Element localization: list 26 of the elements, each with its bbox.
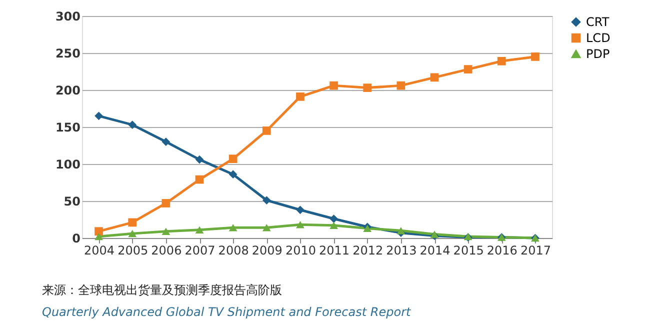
x-tick-label: 2010 [285,244,316,258]
x-tick-label: 2009 [252,244,282,258]
x-tick-label: 2017 [520,244,551,258]
y-tick-label: 150 [55,120,80,134]
x-tick-label: 2004 [84,244,115,258]
legend-label: PDP [586,47,610,61]
x-tick-label: 2013 [386,244,417,258]
y-tick-label: 300 [55,10,80,24]
legend-label: LCD [586,31,610,45]
x-tick-label: 2012 [352,244,384,258]
y-tick-label: 50 [64,194,80,208]
y-tick-label: 200 [55,84,80,98]
x-tick-label: 2006 [151,244,182,258]
y-tick-label: 250 [55,46,80,60]
x-tick-label: 2007 [184,244,216,258]
source-note: 来源：全球电视出货量及预测季度报告高阶版 [42,283,282,297]
x-tick-label: 2014 [420,244,450,258]
legend-label: CRT [586,15,610,29]
y-tick-label: 0 [72,232,80,246]
x-tick-label: 2011 [319,244,350,258]
text: Quarterly Advanced Global TV Shipment and Forecast Report [42,305,412,319]
x-tick-label: 2008 [218,244,249,258]
x-tick-label: 2015 [453,244,484,258]
x-tick-label: 2005 [118,244,148,258]
y-tick-label: 100 [55,158,80,172]
x-tick-label: 2016 [486,244,518,258]
